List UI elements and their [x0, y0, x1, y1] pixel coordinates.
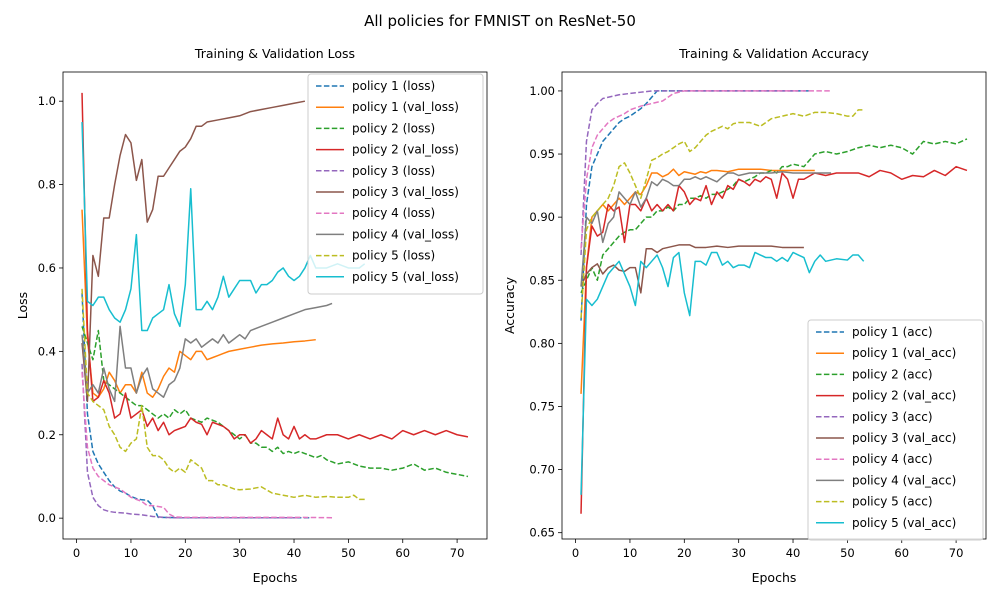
y-tick-label: 0.70 [529, 463, 555, 477]
legend-label: policy 4 (loss) [352, 206, 435, 220]
y-tick-label: 0.85 [529, 273, 555, 287]
legend-label: policy 4 (val_loss) [352, 227, 459, 241]
legend-label: policy 2 (acc) [852, 367, 933, 381]
series-lines [580, 90, 968, 514]
series-line-8 [81, 302, 333, 403]
x-tick-label: 0 [73, 546, 80, 560]
legend-label: policy 4 (val_acc) [852, 473, 956, 487]
y-tick-label: 0.8 [38, 178, 56, 192]
legend-label: policy 4 (acc) [852, 452, 933, 466]
y-tick-label: 0.0 [38, 511, 56, 525]
legend-label: policy 5 (acc) [852, 495, 933, 509]
legend-label: policy 5 (val_loss) [352, 270, 459, 284]
legend-label: policy 5 (loss) [352, 249, 435, 263]
legend-box [807, 319, 984, 541]
legend-box [307, 73, 484, 295]
series-line-1 [580, 90, 810, 321]
legend-label: policy 3 (loss) [352, 164, 435, 178]
chart-title: Training & Validation Accuracy [678, 46, 869, 61]
series-line-4 [580, 165, 968, 514]
y-tick-label: 0.6 [38, 261, 56, 275]
series-line-5 [580, 90, 799, 256]
legend-label: policy 3 (val_acc) [852, 431, 956, 445]
legend-label: policy 2 (loss) [352, 121, 435, 135]
series-line-6 [81, 100, 306, 403]
x-tick-label: 70 [949, 546, 964, 560]
x-tick-label: 60 [395, 546, 410, 560]
y-tick-label: 0.75 [529, 399, 555, 413]
legend-label: policy 3 (acc) [852, 410, 933, 424]
legend-label: policy 2 (val_acc) [852, 389, 956, 403]
y-tick-label: 0.90 [529, 210, 555, 224]
y-tick-label: 0.95 [529, 147, 555, 161]
legend-label: policy 1 (acc) [852, 325, 933, 339]
x-tick-label: 40 [287, 546, 302, 560]
series-line-3 [81, 326, 469, 478]
plot-frame [561, 71, 987, 540]
x-tick-label: 40 [786, 546, 801, 560]
series-line-8 [580, 170, 832, 287]
figure-suptitle: All policies for FMNIST on ResNet-50 [364, 12, 636, 30]
x-tick-label: 30 [232, 546, 247, 560]
legend-label: policy 2 (val_loss) [352, 143, 459, 157]
series-line-10 [81, 122, 366, 332]
series-line-7 [580, 90, 832, 249]
series-line-4 [81, 92, 469, 444]
x-tick-label: 50 [840, 546, 855, 560]
series-line-2 [81, 209, 316, 398]
x-tick-label: 20 [677, 546, 692, 560]
x-tick-label: 50 [341, 546, 356, 560]
series-line-2 [580, 168, 815, 394]
plot-frame [62, 71, 488, 540]
legend: policy 1 (acc) policy 1 (val_acc)policy 2… [807, 319, 984, 541]
y-tick-label: 1.0 [38, 94, 56, 108]
legend-label: policy 1 (val_acc) [852, 346, 956, 360]
y-tick-label: 0.80 [529, 336, 555, 350]
legend-label: policy 1 (val_loss) [352, 100, 459, 114]
y-tick-label: 0.65 [529, 526, 555, 540]
series-line-6 [580, 244, 804, 294]
accuracy-chart-panel: Training & Validation Accuracy 0 10 20 30 40 5… [502, 46, 987, 585]
y-axis-label: Loss [15, 292, 30, 319]
legend: policy 1 (loss) policy 1 (val_loss)policy… [307, 73, 484, 295]
x-tick-label: 10 [623, 546, 638, 560]
legend-label: policy 5 (val_acc) [852, 516, 956, 530]
y-tick-label: 0.4 [38, 344, 56, 358]
y-tick-label: 0.2 [38, 428, 56, 442]
loss-chart-panel: Training & Validation Loss 0 10 20 30 40 50 60 7… [15, 46, 488, 585]
chart-title: Training & Validation Loss [194, 46, 355, 61]
legend-label: policy 3 (val_loss) [352, 185, 459, 199]
series-line-9 [81, 288, 365, 501]
x-tick-label: 10 [124, 546, 139, 560]
x-tick-label: 70 [450, 546, 465, 560]
y-tick-label: 1.00 [529, 84, 555, 98]
legend-label: policy 1 (loss) [352, 79, 435, 93]
series-line-10 [580, 251, 865, 495]
x-tick-label: 20 [178, 546, 193, 560]
series-lines [81, 92, 469, 519]
y-axis-label: Accuracy [502, 276, 517, 334]
x-tick-label: 60 [894, 546, 909, 560]
series-line-7 [81, 372, 333, 519]
series-line-9 [580, 109, 864, 319]
x-tick-label: 30 [731, 546, 746, 560]
x-axis-label: Epochs [752, 570, 797, 585]
x-tick-label: 0 [572, 546, 579, 560]
x-axis-label: Epochs [253, 570, 298, 585]
